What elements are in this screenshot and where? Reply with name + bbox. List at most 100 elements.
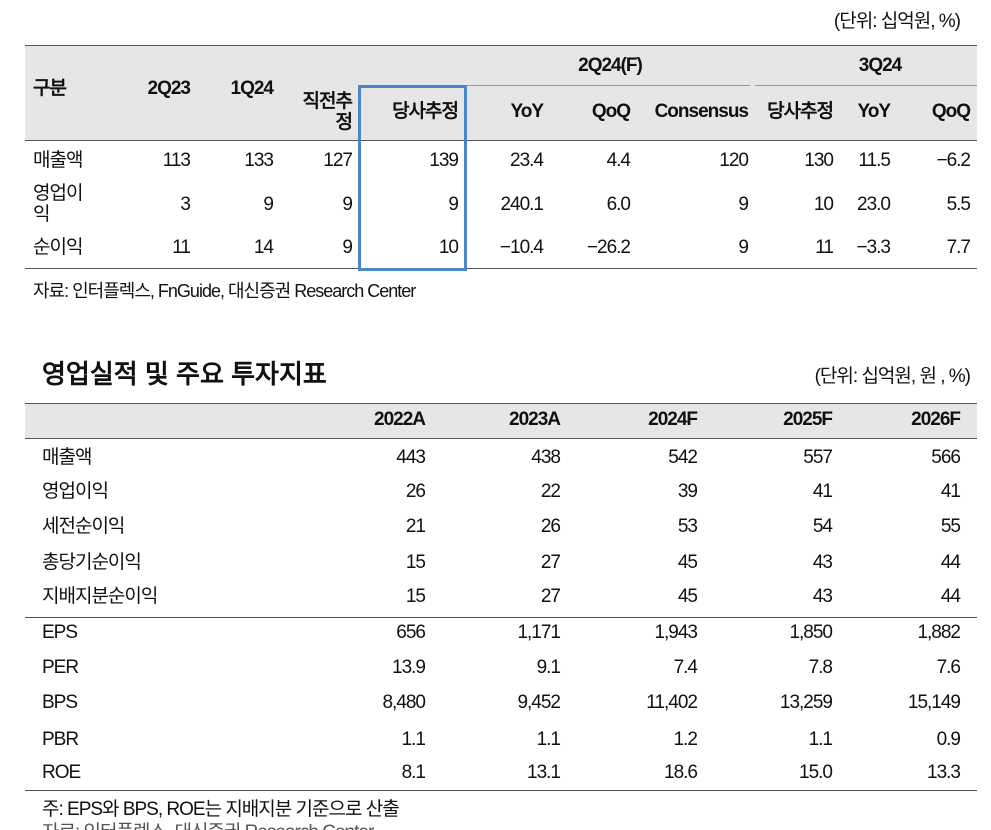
table-cell: 7.7 <box>946 236 971 258</box>
table-cell: 133 <box>244 149 274 171</box>
table-cell: 9.1 <box>536 656 561 678</box>
table-cell: 18.6 <box>664 761 698 783</box>
table-cell: 1,882 <box>917 621 961 643</box>
table-cell: 27 <box>540 585 561 607</box>
group-header: 2Q24(F) <box>578 55 643 77</box>
rule <box>25 268 977 269</box>
table-cell: 45 <box>677 551 698 573</box>
table-cell: 44 <box>940 585 961 607</box>
table-cell: −3.3 <box>856 236 891 258</box>
table-cell: −6.2 <box>936 149 971 171</box>
table-cell: 27 <box>540 551 561 573</box>
rule <box>25 140 977 141</box>
table-cell: 9 <box>738 236 749 258</box>
table-cell: 120 <box>719 149 749 171</box>
table-cell: 11,402 <box>646 691 698 713</box>
table-cell: −26.2 <box>586 236 631 258</box>
table-cell: 113 <box>162 149 191 171</box>
table-cell: 9 <box>738 193 749 215</box>
column-header: 직전추정 <box>302 90 353 133</box>
table-cell: 21 <box>405 515 426 537</box>
table-cell: 8,480 <box>382 691 426 713</box>
table-cell: 0.9 <box>936 728 961 750</box>
column-header: 2023A <box>509 409 561 431</box>
table-cell: 9,452 <box>517 691 561 713</box>
row-label: 지배지분순이익 <box>42 585 158 607</box>
row-label: 매출액 <box>42 446 92 468</box>
column-header: 2025F <box>783 409 833 431</box>
column-header: YoY <box>857 101 891 123</box>
table-cell: 139 <box>429 149 459 171</box>
row-label: 매출액 <box>33 149 83 171</box>
row-label: 영업이익 <box>42 480 109 502</box>
rule <box>25 438 977 439</box>
table-cell: 7.8 <box>808 656 833 678</box>
table-cell: 9 <box>342 193 353 215</box>
column-header: 1Q24 <box>230 78 274 100</box>
table-cell: 10 <box>438 236 459 258</box>
row-label: 순이익 <box>33 236 83 258</box>
table-cell: 11 <box>815 236 834 258</box>
table-cell: 6.0 <box>606 193 631 215</box>
table-cell: 15 <box>405 585 426 607</box>
column-header: 2022A <box>374 409 426 431</box>
table-cell: 14 <box>253 236 274 258</box>
table-cell: 3 <box>180 193 191 215</box>
table-cell: 11 <box>172 236 191 258</box>
column-header: Consensus <box>654 101 749 123</box>
table-cell: 15,149 <box>907 691 961 713</box>
table-cell: 15.0 <box>799 761 833 783</box>
rule <box>467 85 750 86</box>
table-cell: 44 <box>940 551 961 573</box>
table-cell: 4.4 <box>606 149 631 171</box>
table-cell: 1.1 <box>808 728 833 750</box>
row-label: PER <box>42 656 79 678</box>
highlight-box <box>358 85 467 271</box>
table-cell: 10 <box>813 193 834 215</box>
table-cell: −10.4 <box>499 236 544 258</box>
row-label: EPS <box>42 621 78 643</box>
row-label: 세전순이익 <box>42 515 125 537</box>
column-header: 2024F <box>648 409 698 431</box>
column-header: 당사추정 <box>767 101 834 123</box>
table-cell: 1,850 <box>789 621 833 643</box>
table-cell: 438 <box>531 446 561 468</box>
table-cell: 43 <box>812 585 833 607</box>
table-cell: 43 <box>812 551 833 573</box>
table-cell: 557 <box>803 446 833 468</box>
table-cell: 23.4 <box>510 149 544 171</box>
table-cell: 1.1 <box>536 728 561 750</box>
table-cell: 9 <box>448 193 459 215</box>
table-cell: 39 <box>677 480 698 502</box>
source-note: 자료: 인터플렉스, 대신증권 Research Center <box>42 820 700 830</box>
group-header: 3Q24 <box>858 55 902 77</box>
table-cell: 9 <box>263 193 274 215</box>
table-cell: 45 <box>677 585 698 607</box>
table-cell: 13.3 <box>927 761 961 783</box>
table-cell: 41 <box>940 480 961 502</box>
table-cell: 656 <box>396 621 426 643</box>
section-title: 영업실적 및 주요 투자지표 <box>42 358 327 389</box>
table-cell: 41 <box>812 480 833 502</box>
unit-note: (단위: 십억원, %) <box>833 10 961 32</box>
table-cell: 1.1 <box>401 728 426 750</box>
table-cell: 240.1 <box>500 193 544 215</box>
table-cell: 130 <box>804 149 834 171</box>
table-cell: 13,259 <box>779 691 833 713</box>
table-cell: 566 <box>931 446 961 468</box>
source-note: 자료: 인터플렉스, FnGuide, 대신증권 Research Center <box>33 280 416 301</box>
table-cell: 15 <box>405 551 426 573</box>
table-cell: 13.9 <box>392 656 426 678</box>
table-cell: 8.1 <box>401 761 426 783</box>
row-label: BPS <box>42 691 78 713</box>
rule <box>755 85 977 86</box>
table-cell: 23.0 <box>857 193 891 215</box>
row-label: ROE <box>42 761 81 783</box>
table-cell: 443 <box>396 446 426 468</box>
column-header: 구분 <box>33 78 67 100</box>
table-cell: 7.4 <box>673 656 698 678</box>
table-cell: 9 <box>342 236 353 258</box>
table-cell: 1.2 <box>673 728 698 750</box>
unit-note: (단위: 십억원, 원 , %) <box>814 365 971 387</box>
